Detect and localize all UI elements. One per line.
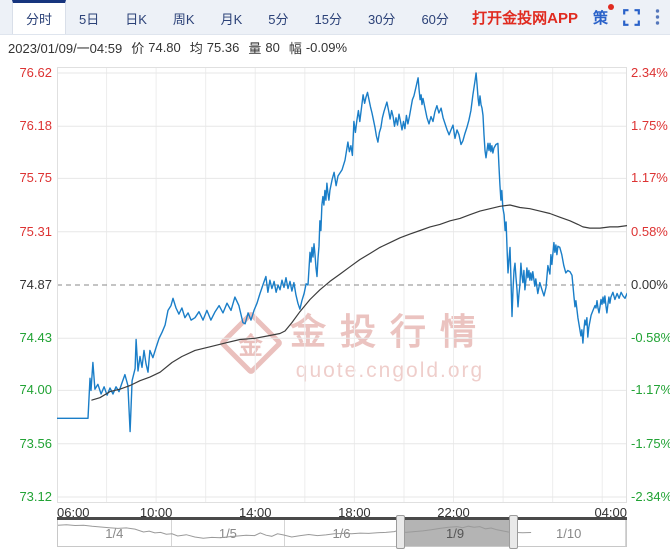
navigator-strip: 1/4 1/5 1/6 1/9 1/10 <box>57 515 627 549</box>
strategy-button[interactable]: 策 <box>592 3 614 28</box>
navigator-right-handle[interactable] <box>509 515 518 549</box>
y-axis-label-left: 73.56 <box>19 435 52 451</box>
y-axis-label-right: 0.58% <box>631 223 668 239</box>
navigator-section-label: 1/5 <box>218 525 237 541</box>
toolbar: 分时 5日 日K 周K 月K 5分 15分 30分 60分 打开金投网APP 策 <box>0 0 670 35</box>
tab-monthly-k[interactable]: 月K <box>220 12 243 27</box>
volume-value: 80 <box>265 40 280 55</box>
y-axis-label-left: 74.00 <box>19 382 52 398</box>
open-app-button[interactable]: 打开金投网APP <box>472 9 578 27</box>
y-axis-label-right: -2.34% <box>631 489 670 504</box>
tab-weekly-k[interactable]: 周K <box>172 12 195 27</box>
strategy-button-label: 策 <box>592 9 608 27</box>
x-axis-label: 04:00 <box>594 505 627 520</box>
quote-datetime: 2023/01/09/一04:59 <box>8 41 123 56</box>
tab-daily-k[interactable]: 日K <box>125 12 147 27</box>
intraday-chart: 金 金投行情 quote.cngold.org 76.62 2.34% 76.18 1… <box>0 60 670 520</box>
y-axis-label-left: 74.87 <box>19 277 52 292</box>
x-axis-label: 10:00 <box>139 505 173 520</box>
tab-5day[interactable]: 5日 <box>79 12 100 27</box>
x-axis-label: 14:00 <box>238 505 272 520</box>
navigator-section-1-5[interactable]: 1/5 <box>172 520 286 546</box>
navigator-section-label: 1/6 <box>332 525 351 541</box>
y-axis-label-left: 75.31 <box>19 223 52 239</box>
price-plot[interactable] <box>57 67 627 503</box>
date-navigator: 1/4 1/5 1/6 1/9 1/10 <box>57 515 627 549</box>
notification-dot <box>608 3 614 10</box>
price-label: 价 <box>131 41 145 56</box>
navigator-section-1-9[interactable]: 1/9 <box>398 520 513 546</box>
navigator-section-1-6[interactable]: 1/6 <box>285 520 399 546</box>
tab-intraday[interactable]: 分时 <box>12 0 67 34</box>
navigator-section-label: 1/10 <box>556 525 582 541</box>
y-axis-label-right: 1.17% <box>631 170 668 186</box>
navigator-section-1-4[interactable]: 1/4 <box>58 520 172 546</box>
y-axis-label-right: -1.17% <box>631 382 670 398</box>
navigator-section-1-10[interactable]: 1/10 <box>512 520 626 546</box>
volume-label: 量 <box>248 41 262 56</box>
y-axis-label-left: 76.18 <box>19 118 52 134</box>
y-axis-label-right: -0.58% <box>631 330 670 346</box>
tab-60min[interactable]: 60分 <box>421 12 449 27</box>
price-value: 74.80 <box>148 40 181 55</box>
change-value: -0.09% <box>305 40 348 55</box>
y-axis-label-left: 75.75 <box>19 170 52 186</box>
navigator-left-handle[interactable] <box>396 515 405 549</box>
quote-info-bar: 2023/01/09/一04:59 价 74.80 均 75.36 量 80 幅… <box>0 35 670 60</box>
navigator-section-label: 1/9 <box>446 525 465 541</box>
y-axis-label-left: 74.43 <box>19 330 52 346</box>
toolbar-right: 打开金投网APP 策 <box>472 0 670 34</box>
more-menu-icon[interactable] <box>655 8 660 26</box>
average-value: 75.36 <box>206 40 240 55</box>
x-axis-label: 06:00 <box>57 505 90 520</box>
change-label: 幅 <box>288 41 302 56</box>
y-axis-label-right: 0.00% <box>631 277 668 292</box>
tab-5min[interactable]: 5分 <box>268 12 289 27</box>
y-axis-label-right: 2.34% <box>631 65 668 80</box>
tab-15min[interactable]: 15分 <box>314 12 342 27</box>
period-tabs: 分时 5日 日K 周K 月K 5分 15分 30分 60分 <box>0 0 462 34</box>
x-axis-label: 18:00 <box>338 505 371 520</box>
tab-30min[interactable]: 30分 <box>367 12 396 27</box>
x-axis-label: 22:00 <box>437 505 470 520</box>
y-axis-label-right: 1.75% <box>631 118 668 134</box>
fullscreen-icon[interactable] <box>623 8 640 26</box>
y-axis-label-left: 76.62 <box>19 65 52 80</box>
average-label: 均 <box>189 41 203 56</box>
y-axis-label-right: -1.75% <box>631 435 670 451</box>
y-axis-label-left: 73.12 <box>19 489 52 504</box>
navigator-top-bar <box>57 517 627 520</box>
navigator-section-label: 1/4 <box>105 525 124 541</box>
